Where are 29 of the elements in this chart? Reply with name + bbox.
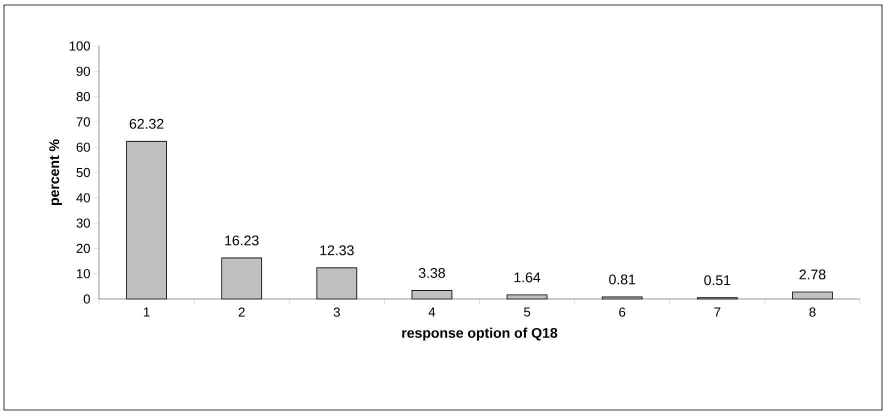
data-label: 16.23 [225,235,259,246]
x-tick-label: 2 [238,308,245,317]
data-label: 0.51 [704,275,730,286]
y-tick-label: 70 [76,117,90,126]
x-tick-label: 8 [809,308,816,317]
y-tick-label: 90 [76,66,90,76]
data-label: 0.81 [609,274,636,284]
x-axis-title: response option of Q18 [402,328,558,341]
y-tick-label: 100 [70,41,90,51]
y-tick-label: 30 [76,218,90,228]
data-label: 1.64 [514,272,540,282]
x-tick-label: 4 [428,308,436,316]
y-tick-label: 0 [84,294,90,304]
y-axis-title: percent % [49,139,62,206]
x-tick-label: 5 [524,308,530,317]
data-label: 62.32 [130,118,164,129]
data-label: 12.33 [320,245,354,256]
y-tick-label: 50 [76,168,90,178]
x-tick-label: 1 [144,308,150,316]
data-label: 3.38 [418,268,445,278]
y-tick-label: 40 [76,193,90,202]
x-tick-label: 3 [334,308,340,317]
y-tick-label: 80 [76,92,90,102]
y-tick-label: 10 [76,269,90,278]
data-label: 2.78 [800,270,826,280]
y-tick-label: 60 [76,142,90,152]
y-tick-label: 20 [76,244,90,253]
x-tick-label: 7 [714,308,720,316]
x-tick-label: 6 [619,308,626,317]
